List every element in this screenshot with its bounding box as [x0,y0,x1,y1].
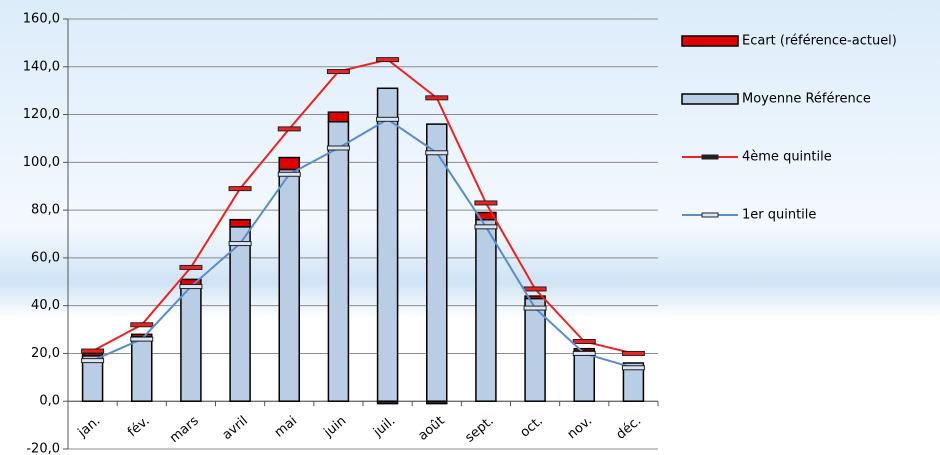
line-marker [474,200,498,206]
line-marker [130,322,154,328]
bar [426,123,448,402]
line-marker [425,150,449,156]
y-tick-label: -20,0 [26,442,60,455]
line-marker [277,171,301,177]
legend-label: 1er quintile [742,208,816,223]
y-tick-label: 140,0 [23,59,60,74]
line [92,118,634,369]
stack-segment [81,352,104,357]
legend-label: Moyenne Référence [742,92,871,107]
legend-label: Ecart (référence-actuel) [742,34,897,49]
bar [278,168,300,402]
bar [376,87,399,402]
y-tick-label: 100,0 [23,155,60,170]
line-marker [376,116,400,122]
bar [229,226,251,402]
stack-segment [475,211,497,221]
line-marker [277,126,301,132]
line-marker [228,241,252,247]
line-marker [523,305,547,311]
legend-marker [701,154,719,160]
line-marker [228,186,252,192]
line-marker [376,57,400,63]
stack-segment [327,111,350,123]
stack-segment [524,295,546,300]
bar [573,350,595,402]
line-marker [81,358,105,364]
line-marker [621,365,645,371]
stack-segment [426,400,448,405]
line-marker [572,339,596,344]
legend-marker [701,212,719,218]
y-tick-label: 40,0 [31,298,60,313]
stack-segment [376,400,399,405]
line-marker [326,69,350,75]
bar [180,285,202,402]
line [92,58,634,355]
stack-segment [278,156,300,171]
y-tick-label: 80,0 [31,203,60,218]
stack-segment [131,333,153,338]
line-marker [621,350,645,356]
line-marker [523,286,547,292]
stack-segment [229,218,251,228]
line-marker [425,95,449,101]
legend-swatch [681,93,739,105]
line-marker [179,264,203,270]
stack-segment [573,347,595,352]
y-tick-label: 120,0 [23,107,60,122]
bar [622,362,645,402]
line-marker [81,348,105,354]
y-tick-label: 0,0 [39,394,60,409]
bar [475,218,497,402]
legend-label: 4ème quintile [742,150,832,165]
y-tick-label: 20,0 [31,346,60,361]
legend-swatch [681,35,739,47]
line-marker [179,284,203,290]
line-marker [474,224,498,230]
line-marker [326,145,350,151]
bar [131,335,153,402]
line-marker [572,350,596,356]
y-tick-label: 60,0 [31,250,60,265]
bar [327,120,350,402]
line-marker [130,336,154,342]
y-tick-label: 160,0 [23,12,60,27]
